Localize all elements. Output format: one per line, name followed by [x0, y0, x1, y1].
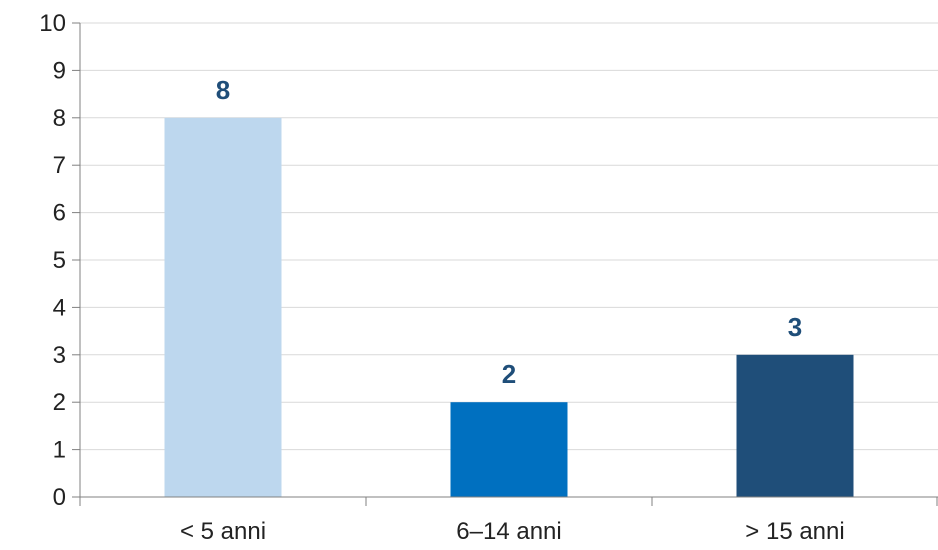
- bar: [450, 402, 568, 497]
- y-tick-label: 10: [39, 10, 66, 37]
- y-tick-label: 0: [53, 484, 66, 511]
- y-tick-label: 1: [53, 437, 66, 464]
- y-tick-label: 4: [53, 294, 66, 321]
- y-tick-label: 9: [53, 57, 66, 84]
- x-axis-categories: < 5 anni 6–14 anni > 15 anni: [180, 518, 845, 545]
- bar: [164, 117, 282, 498]
- category-label: < 5 anni: [180, 518, 266, 545]
- bar: [736, 354, 854, 497]
- y-tick-label: 8: [53, 105, 66, 132]
- y-tick-label: 3: [53, 342, 66, 369]
- y-axis-ticks: 0 1 2 3 4 5 6 7 8 9 10: [39, 10, 80, 511]
- data-label: 8: [216, 75, 230, 105]
- category-label: > 15 anni: [745, 518, 844, 545]
- data-labels: 8 2 3: [216, 75, 802, 389]
- bars: [164, 117, 854, 498]
- data-label: 2: [502, 359, 516, 389]
- y-tick-label: 2: [53, 389, 66, 416]
- y-tick-label: 7: [53, 152, 66, 179]
- data-label: 3: [788, 312, 802, 342]
- category-label: 6–14 anni: [456, 518, 561, 545]
- y-tick-label: 6: [53, 200, 66, 227]
- y-tick-label: 5: [53, 247, 66, 274]
- x-axis-ticks: [79, 497, 938, 506]
